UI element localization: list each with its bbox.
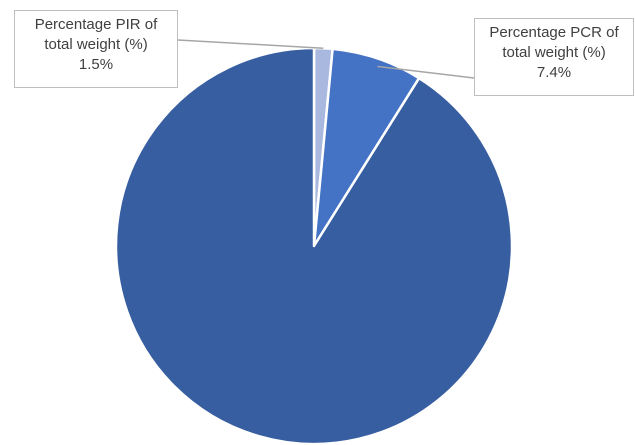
data-label-pir-line-1: Percentage PIR of: [34, 16, 158, 33]
data-label-pcr-line-2: total weight (%): [502, 44, 606, 61]
data-label-pir-line-2: total weight (%): [44, 36, 148, 53]
data-label-pcr-value: 7.4%: [536, 64, 572, 81]
data-label-pir-value: 1.5%: [78, 56, 114, 73]
leader-line-pcr: [377, 65, 475, 79]
data-label-pcr: Percentage PCR of total weight (%) 7.4%: [474, 18, 634, 96]
leader-lines: [177, 39, 475, 79]
pie-slice-remainder: [114, 46, 514, 445]
leader-line-pir: [177, 39, 324, 49]
data-label-pir: Percentage PIR of total weight (%) 1.5%: [14, 10, 178, 88]
data-label-pcr-line-1: Percentage PCR of: [489, 24, 619, 41]
pie-slices: [114, 46, 514, 445]
